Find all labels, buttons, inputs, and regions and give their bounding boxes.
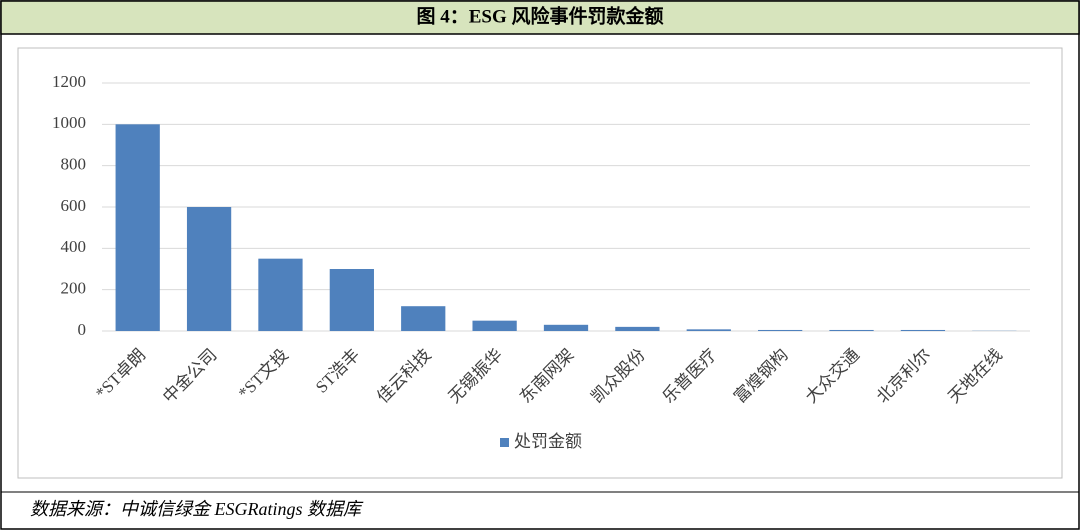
y-tick-label: 400	[61, 237, 87, 256]
x-tick-label: 东南网架	[516, 345, 578, 407]
bar	[829, 329, 874, 331]
bar	[258, 258, 303, 331]
chart-title: 图 4：ESG 风险事件罚款金额	[416, 4, 663, 27]
y-tick-label: 1200	[52, 72, 86, 91]
y-tick-label: 800	[61, 155, 87, 174]
bar	[686, 329, 731, 331]
x-tick-label: 大众交通	[802, 345, 864, 407]
x-tick-label: ST浩丰	[312, 345, 364, 397]
y-tick-label: 600	[61, 196, 87, 215]
x-tick-label: 中金公司	[159, 345, 221, 407]
bar	[543, 324, 589, 331]
bar	[900, 329, 946, 331]
bar	[615, 326, 660, 331]
bar	[472, 320, 517, 331]
title-bar	[0, 0, 1080, 35]
y-tick-label: 1000	[52, 113, 86, 132]
legend-label: 处罚金额	[514, 432, 582, 451]
bar	[115, 124, 160, 331]
plot-frame	[17, 47, 1063, 479]
source-note: 数据来源：中诚信绿金 ESGRatings 数据库	[30, 499, 364, 519]
bar	[401, 306, 446, 331]
x-tick-label: 富煌钢构	[730, 345, 792, 407]
x-tick-label: 北京利尔	[873, 345, 935, 407]
x-tick-label: 无锡振华	[445, 345, 507, 407]
bar	[758, 329, 803, 331]
x-tick-label: 佳云科技	[373, 345, 435, 407]
x-tick-label: 天地在线	[944, 345, 1006, 407]
y-tick-label: 200	[61, 279, 87, 298]
legend-swatch	[500, 438, 509, 447]
x-tick-label: 乐普医疗	[659, 345, 721, 407]
x-tick-label: *ST卓朗	[92, 345, 150, 403]
bar	[186, 207, 232, 331]
y-tick-label: 0	[78, 320, 87, 339]
bar	[329, 269, 374, 331]
x-tick-label: *ST文投	[235, 345, 293, 403]
x-tick-label: 凯众股份	[587, 345, 649, 407]
